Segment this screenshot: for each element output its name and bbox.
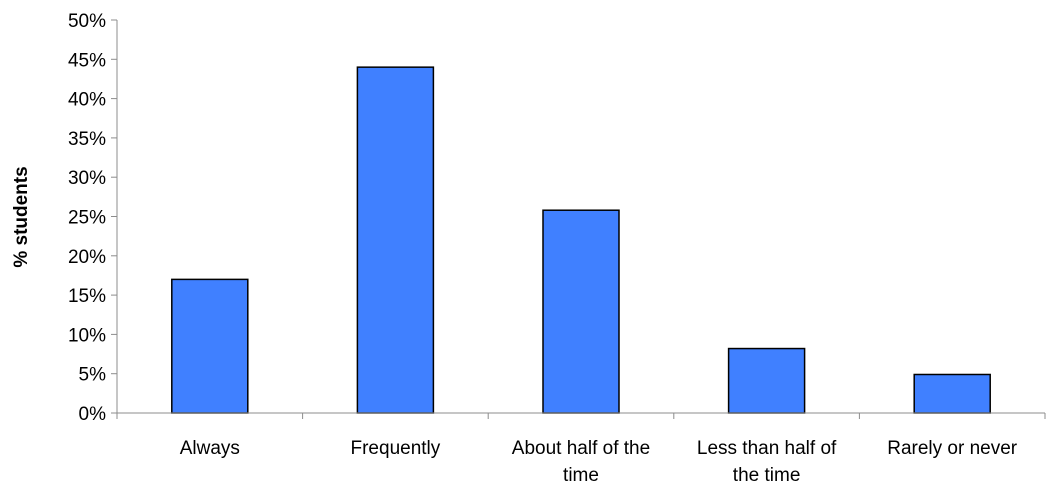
axes: [116, 20, 1046, 419]
bar: [913, 373, 991, 414]
x-category-label-line: Rarely or never: [887, 438, 1018, 459]
x-category-label-line: Frequently: [351, 438, 441, 459]
y-tick-label: 10%: [68, 325, 106, 346]
y-tick-label: 25%: [68, 208, 106, 229]
y-tick-label: 20%: [68, 247, 106, 268]
bar: [171, 278, 249, 414]
x-category-label-line: About half of the: [512, 438, 650, 459]
bar: [356, 66, 435, 414]
y-axis-title: % students: [11, 166, 32, 267]
x-category-label: Less than half of the time: [697, 438, 837, 486]
x-category-label-line: Always: [180, 438, 240, 459]
y-tick-label: 45%: [68, 50, 106, 71]
x-category-label-line: the time: [733, 465, 801, 486]
x-category-label-line: time: [563, 465, 599, 486]
x-category-label: Rarely or never: [887, 438, 1018, 459]
y-tick-label: 30%: [68, 168, 106, 189]
x-category-label: Frequently: [351, 438, 441, 459]
bar: [542, 209, 620, 414]
y-axis-title-group: % students: [11, 166, 32, 267]
y-tick-label: 35%: [68, 129, 106, 150]
y-tick-label: 5%: [79, 365, 107, 386]
x-axis-labels: Always Frequently About half of the time Les…: [180, 438, 1018, 486]
y-tick-label: 15%: [68, 286, 106, 307]
x-category-label-line: Less than half of: [697, 438, 837, 459]
y-tick-label: 50%: [68, 11, 106, 32]
x-category-label: Always: [180, 438, 240, 459]
y-tick-label: 0%: [79, 404, 107, 425]
y-tick-label: 40%: [68, 90, 106, 111]
x-category-label: About half of the time: [512, 438, 650, 486]
y-axis-ticks: 0% 5% 10% 15% 20% 25% 30% 35% 40% 45% 50%: [68, 11, 117, 425]
bar: [727, 347, 806, 414]
bars: [171, 66, 991, 414]
